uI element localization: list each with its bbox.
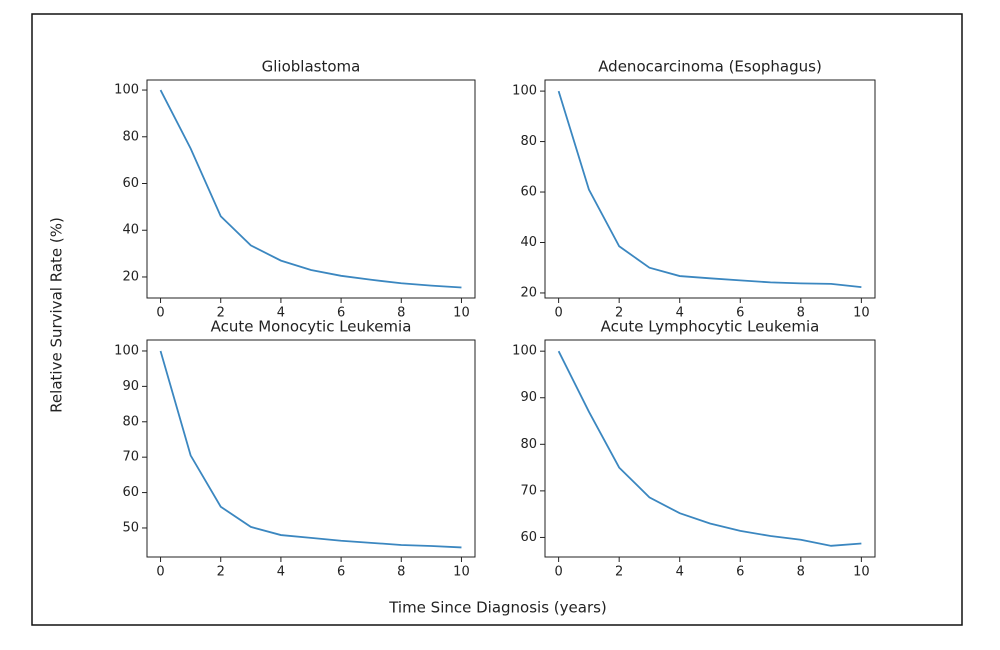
y-tick-label: 50 (122, 520, 139, 535)
plot-frame (146, 79, 476, 299)
x-tick-label: 8 (797, 306, 805, 321)
y-tick-label: 20 (122, 269, 139, 284)
y-tick-label: 20 (520, 285, 537, 300)
x-tick-label: 0 (156, 565, 164, 580)
plot-frame (146, 339, 476, 558)
subplot-title: Acute Lymphocytic Leukemia (601, 318, 820, 336)
data-line (159, 89, 462, 289)
y-tick-label: 90 (520, 390, 537, 405)
y-tick-label: 40 (520, 235, 537, 250)
y-axis-label: Relative Survival Rate (%) (48, 217, 66, 413)
y-tick-label: 60 (122, 485, 139, 500)
y-tick-label: 70 (520, 483, 537, 498)
y-tick-label: 70 (122, 450, 139, 465)
x-tick-label: 2 (217, 565, 225, 580)
subplot-title: Acute Monocytic Leukemia (211, 318, 412, 336)
x-tick-label: 0 (554, 306, 562, 321)
y-tick-label: 80 (122, 129, 139, 144)
frame (31, 13, 963, 626)
x-axis-label: Time Since Diagnosis (years) (388, 599, 607, 617)
x-tick-label: 10 (453, 306, 470, 321)
x-tick-label: 2 (615, 306, 623, 321)
x-tick-label: 8 (397, 306, 405, 321)
x-tick-label: 6 (337, 565, 345, 580)
y-tick-label: 60 (520, 185, 537, 200)
data-line (557, 350, 862, 547)
y-tick-label: 60 (520, 530, 537, 545)
x-tick-label: 6 (337, 306, 345, 321)
y-tick-label: 80 (520, 134, 537, 149)
x-tick-label: 10 (853, 306, 870, 321)
y-tick-label: 40 (122, 223, 139, 238)
y-tick-label: 90 (122, 379, 139, 394)
x-tick-label: 8 (397, 565, 405, 580)
x-tick-label: 10 (853, 565, 870, 580)
x-tick-label: 6 (736, 306, 744, 321)
x-tick-label: 10 (453, 565, 470, 580)
y-tick-label: 100 (114, 343, 139, 358)
plot-frame (544, 339, 876, 558)
x-tick-label: 2 (615, 565, 623, 580)
x-tick-label: 2 (217, 306, 225, 321)
x-tick-label: 4 (277, 565, 285, 580)
x-tick-label: 8 (797, 565, 805, 580)
x-tick-label: 4 (676, 306, 684, 321)
data-line (159, 350, 462, 549)
subplot-title: Glioblastoma (262, 58, 361, 76)
y-tick-label: 100 (512, 84, 537, 99)
y-tick-label: 60 (122, 176, 139, 191)
y-tick-label: 80 (122, 414, 139, 429)
x-tick-label: 6 (736, 565, 744, 580)
y-tick-label: 100 (512, 344, 537, 359)
y-tick-label: 100 (114, 83, 139, 98)
subplot-title: Adenocarcinoma (Esophagus) (598, 58, 822, 76)
y-tick-label: 80 (520, 437, 537, 452)
plot-frame (544, 79, 876, 299)
x-tick-label: 0 (156, 306, 164, 321)
x-tick-label: 0 (554, 565, 562, 580)
data-line (557, 90, 862, 289)
x-tick-label: 4 (676, 565, 684, 580)
x-tick-label: 4 (277, 306, 285, 321)
